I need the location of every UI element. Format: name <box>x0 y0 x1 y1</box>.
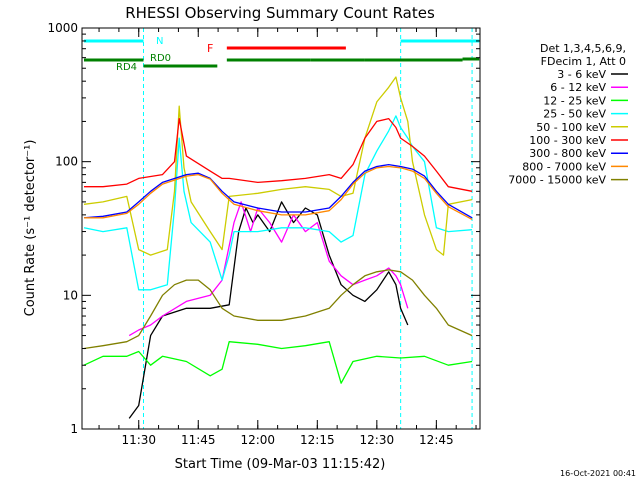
legend-label-2: 6 - 12 keV <box>550 81 606 94</box>
series-line-1 <box>128 201 409 419</box>
y-axis-label: Count Rate (s⁻¹ detector⁻¹) <box>23 140 38 317</box>
rd0-label: RD0 <box>150 53 171 64</box>
y-tick-label: 1000 <box>47 21 78 35</box>
series-line-6 <box>84 117 473 192</box>
rd4-label: RD4 <box>116 62 137 73</box>
series-line-9 <box>83 269 473 350</box>
x-tick-label: 12:00 <box>240 433 275 447</box>
series-line-8 <box>84 165 473 220</box>
legend-label-6: 100 - 300 keV <box>529 134 606 147</box>
series-line-2 <box>128 201 409 337</box>
series-line-4 <box>83 115 473 291</box>
x-tick-label: 11:45 <box>181 433 216 447</box>
plot-frame <box>81 27 481 430</box>
x-tick-label: 11:30 <box>121 433 156 447</box>
series-line-5 <box>83 76 473 256</box>
x-axis-label: Start Time (09-Mar-03 11:15:42) <box>175 457 386 472</box>
legend-header-line-2: FDecim 1, Att 0 <box>541 55 626 68</box>
legend-label-4: 25 - 50 keV <box>543 108 606 121</box>
y-tick-label: 1 <box>70 422 78 436</box>
legend-label-8: 800 - 7000 keV <box>522 160 606 173</box>
legend-label-9: 7000 - 15000 keV <box>508 174 606 187</box>
x-tick-label: 12:15 <box>300 433 335 447</box>
legend-header-line-1: Det 1,3,4,5,6,9, <box>540 42 626 55</box>
series-line-7 <box>83 163 473 219</box>
x-tick-label: 12:30 <box>360 433 395 447</box>
flare-label: F <box>207 42 213 55</box>
timestamp-label: 16-Oct-2021 00:41 <box>560 469 636 478</box>
chart-title: RHESSI Observing Summary Count Rates <box>125 4 435 22</box>
legend-label-5: 50 - 100 keV <box>536 121 606 134</box>
x-tick-label: 12:45 <box>419 433 454 447</box>
legend-label-7: 300 - 800 keV <box>529 147 606 160</box>
y-tick-label: 100 <box>55 155 78 169</box>
night-label: N <box>156 36 163 47</box>
legend-label-3: 12 - 25 keV <box>543 94 606 107</box>
series-line-3 <box>83 341 473 384</box>
y-tick-label: 10 <box>63 288 78 302</box>
legend-label-1: 3 - 6 keV <box>557 68 606 81</box>
